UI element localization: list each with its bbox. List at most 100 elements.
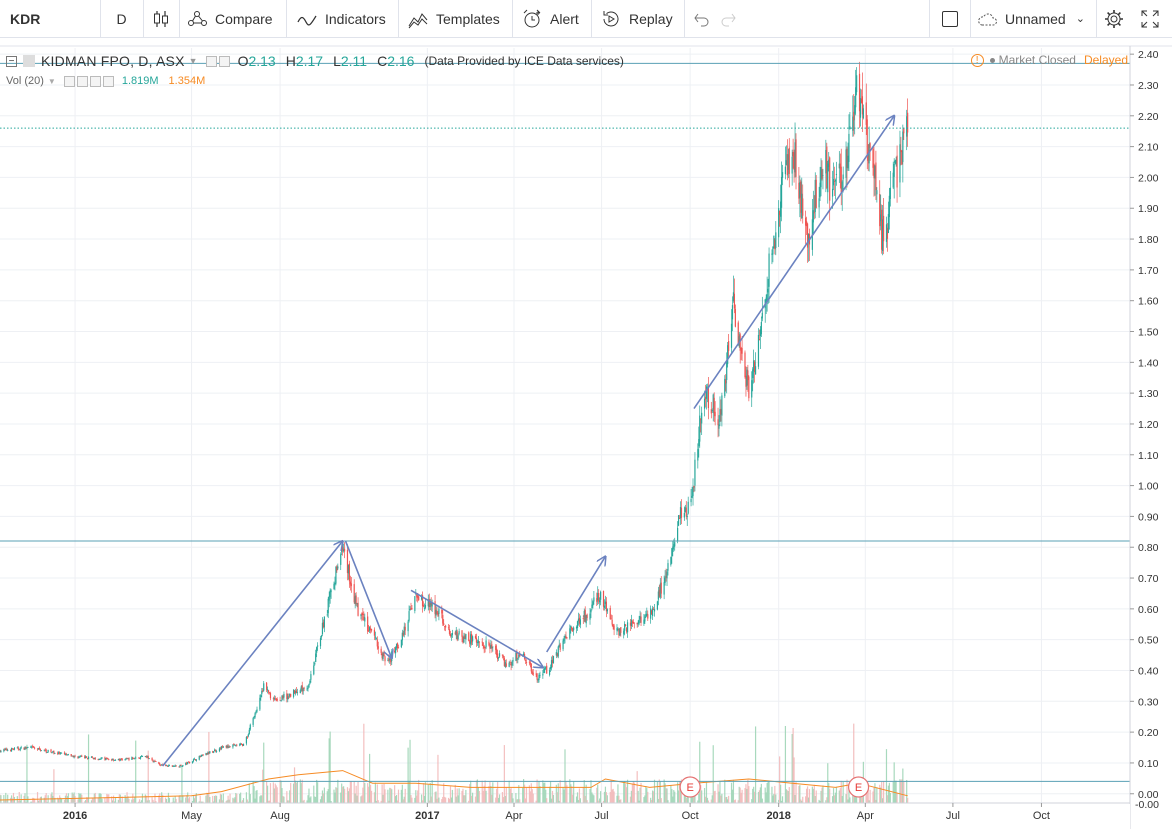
candle-body — [36, 748, 39, 750]
volume-bar — [596, 787, 598, 803]
volume-bar — [382, 794, 384, 803]
fullscreen-select-button[interactable] — [938, 0, 962, 37]
volume-label[interactable]: Vol (20) — [6, 75, 44, 87]
redo-button[interactable] — [718, 0, 740, 37]
earnings-marker[interactable] — [679, 776, 701, 798]
collapse-icon[interactable]: − — [6, 55, 17, 67]
candle-body — [478, 641, 480, 643]
gear-icon — [1103, 8, 1125, 30]
volume-bar — [191, 800, 194, 803]
trend-arrow[interactable] — [410, 589, 543, 667]
candle-body — [532, 672, 534, 675]
volume-bar — [347, 791, 350, 803]
candle-body — [18, 749, 20, 751]
candle-body — [31, 746, 33, 748]
indicators-button[interactable]: Indicators — [296, 0, 398, 37]
undo-button[interactable] — [690, 0, 712, 37]
volume-bar — [846, 779, 848, 803]
volume-bar — [140, 800, 143, 803]
volume-bar — [731, 789, 734, 803]
eye-icon[interactable] — [205, 55, 217, 67]
candle-body — [214, 749, 216, 752]
candle-body — [112, 759, 114, 760]
templates-button[interactable]: Templates — [407, 0, 512, 37]
legend-dropdown-icon[interactable]: ▼ — [188, 56, 198, 66]
candle-body — [892, 172, 894, 188]
volume-bar — [718, 791, 720, 803]
candle-body — [469, 641, 471, 644]
candle-body — [889, 187, 891, 200]
volume-dropdown-icon[interactable]: ▼ — [47, 76, 56, 86]
volume-eye-icon[interactable] — [63, 75, 75, 87]
symbol-title[interactable]: KIDMAN FPO, D, ASX — [41, 53, 185, 69]
candle-body — [448, 629, 451, 634]
symbol-search[interactable]: KDR — [10, 0, 100, 37]
candle-body — [132, 757, 134, 759]
trend-arrow[interactable] — [344, 540, 392, 658]
candle-body — [229, 746, 231, 748]
candle-body — [865, 102, 867, 125]
volume-bar — [24, 793, 26, 803]
x-tick-label: 2017 — [415, 810, 439, 822]
volume-bar — [812, 788, 814, 803]
replay-button[interactable]: Replay — [600, 0, 684, 37]
candle-body — [321, 622, 324, 635]
candle-body — [856, 75, 858, 93]
volume-settings-icon[interactable] — [76, 75, 88, 87]
candle-body — [429, 602, 431, 607]
volume-bar — [323, 787, 325, 803]
candle-body — [394, 650, 396, 652]
candle-body — [631, 621, 633, 624]
volume-bar — [461, 790, 463, 803]
candle-body — [474, 635, 477, 639]
y-tick-label: 0.20 — [1138, 727, 1159, 739]
volume-bar — [328, 738, 330, 803]
candle-body — [570, 625, 572, 628]
volume-bar — [740, 792, 742, 803]
candle-body — [536, 673, 538, 680]
trend-arrow[interactable] — [546, 556, 606, 653]
volume-bar — [128, 798, 130, 803]
warning-icon[interactable]: ! — [970, 53, 984, 67]
candle-body — [146, 756, 148, 758]
compare-button[interactable]: Compare — [186, 0, 286, 37]
volume-bar — [899, 779, 901, 803]
candle-body — [90, 756, 93, 758]
candle-body — [691, 495, 693, 498]
candle-body — [300, 686, 302, 690]
settings-button[interactable] — [1100, 0, 1128, 37]
volume-bar — [434, 791, 436, 803]
volume-bar — [262, 769, 264, 803]
volume-bar — [677, 782, 679, 803]
volume-close-icon[interactable] — [102, 75, 114, 87]
volume-bar — [302, 800, 304, 803]
trend-arrow[interactable] — [162, 541, 343, 767]
trend-arrows[interactable] — [162, 116, 895, 767]
volume-add-icon[interactable] — [89, 75, 101, 87]
candle-body — [64, 753, 67, 755]
interval-button[interactable]: D — [100, 0, 143, 37]
candle-body — [411, 608, 413, 610]
candle-body — [458, 631, 460, 634]
volume-bar — [105, 801, 107, 803]
horizontal-lines[interactable]: 2.372.160.820.04 — [0, 56, 1167, 789]
alert-button[interactable]: Alert — [521, 0, 591, 37]
candle-body — [705, 386, 708, 399]
volume-bar — [724, 779, 726, 803]
earnings-marker[interactable] — [847, 776, 870, 798]
candle-body — [523, 653, 525, 657]
volume-bar — [18, 792, 20, 803]
volume-bar — [33, 797, 35, 803]
volume-bar — [624, 781, 626, 803]
legend-settings-icon[interactable] — [218, 55, 230, 67]
chart-style-button[interactable] — [143, 0, 179, 37]
layout-menu-button[interactable]: Unnamed ⌄ — [976, 0, 1092, 37]
candle-body — [63, 752, 66, 755]
trend-arrow[interactable] — [693, 116, 894, 410]
fullscreen-button[interactable] — [1136, 0, 1164, 37]
candle-body — [328, 596, 330, 601]
y-tick-label: 0.70 — [1138, 573, 1159, 585]
candle-body — [841, 181, 843, 190]
